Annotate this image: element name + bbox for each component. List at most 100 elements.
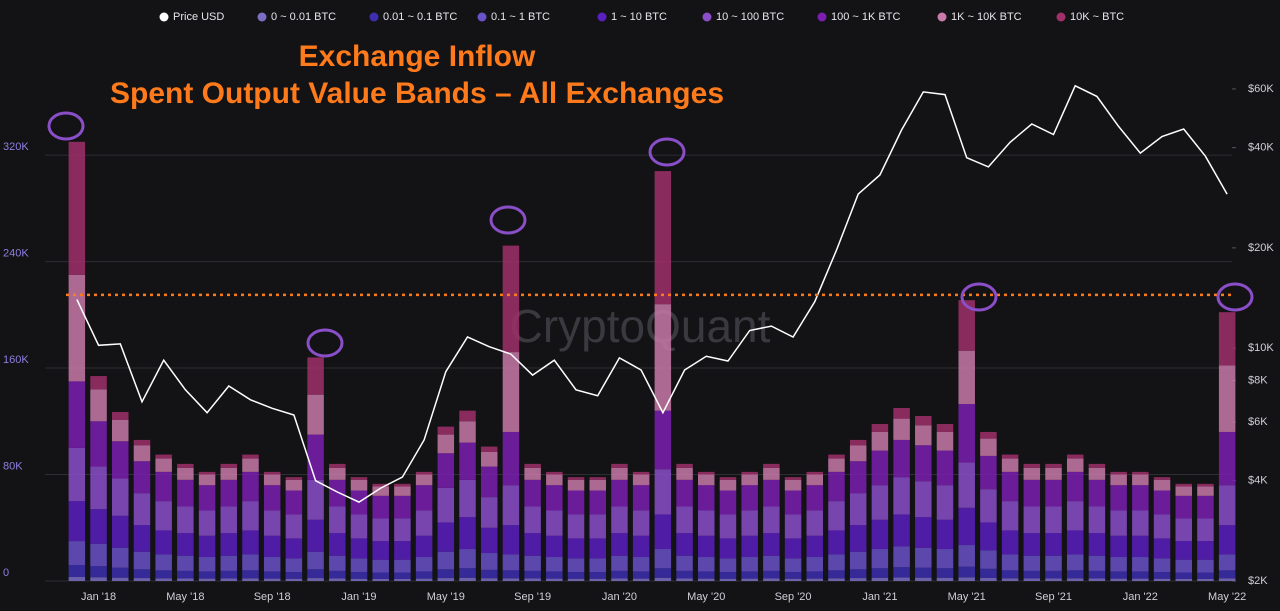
bar-segment — [524, 467, 541, 480]
bar-segment — [980, 438, 997, 456]
bar-segment — [784, 571, 802, 579]
y2-tick-label: $60K — [1248, 83, 1274, 95]
legend-label[interactable]: 10 ~ 100 BTC — [716, 11, 784, 23]
legend-label[interactable]: 100 ~ 1K BTC — [831, 11, 900, 23]
highlight-circle — [960, 282, 998, 312]
bar-segment — [936, 568, 954, 578]
bar-segment — [1045, 578, 1062, 581]
bar-segment — [1132, 510, 1149, 536]
bar-segment — [1088, 506, 1106, 534]
bar-segment — [676, 506, 693, 534]
bar-segment — [524, 506, 541, 534]
bar-segment — [307, 569, 324, 579]
legend-label[interactable]: 1K ~ 10K BTC — [951, 11, 1022, 23]
bar-segment — [415, 510, 433, 536]
bar-segment — [242, 501, 259, 531]
bar-segment — [1132, 557, 1149, 572]
y2-tick-label: $20K — [1248, 242, 1274, 254]
bar-segment — [871, 431, 889, 451]
bar-segment — [263, 578, 281, 581]
bar-segment — [567, 558, 585, 572]
bar-segment — [1218, 525, 1236, 555]
highlight-circle — [1216, 282, 1254, 312]
bar-segment — [806, 471, 824, 475]
x-tick-label: Sep '20 — [775, 591, 812, 603]
bar-segment — [980, 550, 997, 569]
bar-segment — [155, 530, 172, 555]
bar-segment — [1110, 485, 1127, 511]
bar-segment — [784, 490, 802, 515]
highlight-circle — [306, 328, 344, 358]
bar-segment — [198, 485, 216, 511]
bar-segment — [90, 389, 107, 422]
legend-label[interactable]: 0 ~ 0.01 BTC — [271, 11, 336, 23]
bar-segment — [784, 538, 802, 559]
bar-segment — [958, 577, 975, 581]
bar-segment — [459, 479, 476, 518]
legend-marker — [369, 12, 379, 22]
legend-label[interactable]: 0.01 ~ 0.1 BTC — [383, 11, 457, 23]
y2-tick-label: $40K — [1248, 142, 1274, 154]
bar-segment — [415, 535, 433, 558]
bar-segment — [784, 578, 802, 581]
bar-segment — [350, 571, 368, 579]
bar-segment — [546, 485, 563, 511]
bar-segment — [68, 501, 86, 542]
legend-label[interactable]: 10K ~ BTC — [1070, 11, 1124, 23]
bar-segment — [220, 570, 238, 579]
bar-segment — [567, 477, 585, 480]
bar-segment — [958, 462, 975, 508]
bar-segment — [1066, 578, 1084, 581]
bar-segment — [893, 577, 910, 581]
legend-label[interactable]: 0.1 ~ 1 BTC — [491, 11, 550, 23]
bar-segment — [112, 411, 129, 420]
bar-segment — [480, 446, 498, 452]
bar-segment — [459, 421, 476, 443]
bar-segment — [1088, 578, 1106, 581]
bar-segment — [198, 578, 216, 581]
bar-segment — [524, 555, 541, 571]
bar-segment — [198, 510, 216, 536]
bar-segment — [719, 477, 737, 480]
bar-segment — [871, 519, 889, 550]
x-tick-label: Jan '21 — [862, 591, 897, 603]
bar-segment — [285, 477, 303, 480]
legend-label[interactable]: 1 ~ 10 BTC — [611, 11, 667, 23]
bar-segment — [1110, 571, 1127, 579]
legend-label[interactable]: Price USD — [173, 11, 224, 23]
bar-segment — [285, 571, 303, 579]
bar-segment — [1023, 533, 1041, 556]
bar-segment — [524, 463, 541, 468]
bar-segment — [415, 485, 433, 511]
bar-segment — [133, 461, 151, 494]
bar-segment — [936, 450, 954, 486]
bar-segment — [394, 483, 411, 487]
bar-segment — [437, 453, 455, 488]
bar-segment — [828, 570, 845, 579]
bar-segment — [220, 533, 238, 556]
y-tick-label: 240K — [3, 247, 29, 259]
bar-segment — [698, 474, 715, 486]
y-tick-label: 80K — [3, 460, 23, 472]
bar-segment — [1001, 501, 1019, 531]
bar-segment — [220, 479, 238, 507]
bar-segment — [676, 533, 693, 556]
bar-segment — [177, 570, 194, 579]
bar-segment — [437, 426, 455, 435]
bar-segment — [1218, 554, 1236, 571]
bar-segment — [1175, 518, 1192, 542]
bar-segment — [1110, 578, 1127, 581]
bar-segment — [871, 423, 889, 432]
bar-segment — [502, 578, 520, 581]
bar-segment — [1175, 578, 1192, 581]
bar-segment — [958, 403, 975, 463]
bar-segment — [90, 566, 107, 578]
bar-segment — [437, 487, 455, 523]
bar-segment — [632, 557, 650, 572]
bar-segment — [220, 463, 238, 468]
bar-segment — [459, 410, 476, 422]
bar-segment — [1153, 578, 1171, 581]
bar-segment — [763, 570, 780, 579]
bar-segment — [611, 506, 628, 534]
bar-segment — [611, 570, 628, 579]
